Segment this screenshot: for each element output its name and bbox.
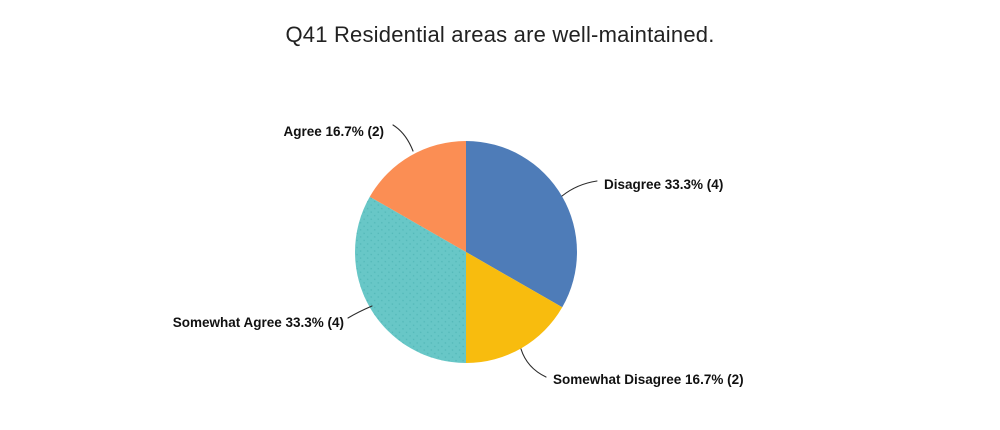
pie-slice-disagree[interactable] <box>466 141 577 308</box>
leader-line-disagree <box>561 180 598 197</box>
pie-slice-somewhat-disagree[interactable] <box>466 252 563 363</box>
leader-line-somewhat-disagree <box>520 348 547 378</box>
slice-label-somewhat-disagree: Somewhat Disagree 16.7% (2) <box>553 372 744 387</box>
pie-slices <box>355 141 577 363</box>
leader-line-somewhat-agree <box>347 305 373 319</box>
chart-title: Q41 Residential areas are well-maintaine… <box>285 22 715 47</box>
slice-label-agree: Agree 16.7% (2) <box>283 124 384 139</box>
slice-label-somewhat-agree: Somewhat Agree 33.3% (4) <box>173 315 344 330</box>
slice-label-disagree: Disagree 33.3% (4) <box>604 177 723 192</box>
leader-line-agree <box>392 124 414 152</box>
pie-slice-agree[interactable] <box>369 141 466 252</box>
leader-lines <box>347 124 598 378</box>
slice-labels: Disagree 33.3% (4) Somewhat Disagree 16.7… <box>173 124 744 387</box>
